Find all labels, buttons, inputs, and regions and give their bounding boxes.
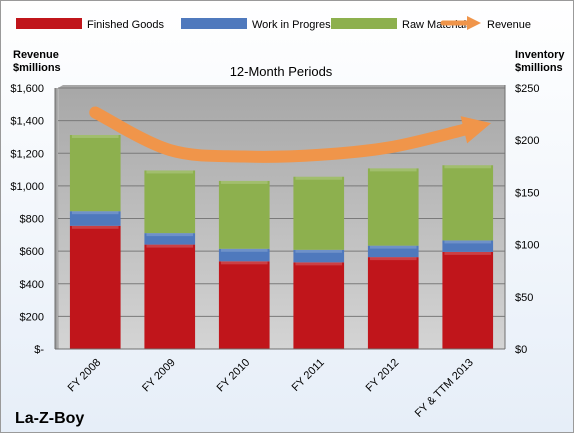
x-tick-label: FY 2011 bbox=[290, 357, 327, 394]
left-tick-label: $1,000 bbox=[10, 181, 44, 193]
bar-highlight bbox=[220, 261, 268, 265]
legend-label-revenue: Revenue bbox=[487, 19, 531, 31]
bar-highlight bbox=[444, 165, 492, 169]
bar-work-in-progress bbox=[218, 248, 270, 262]
bar-work-in-progress bbox=[442, 240, 494, 252]
bar-raw-materials bbox=[218, 180, 270, 249]
plot-left-wall bbox=[55, 88, 59, 349]
left-tick-label: $200 bbox=[20, 311, 44, 323]
bar-highlight bbox=[295, 262, 343, 266]
x-tick-label: FY 2009 bbox=[140, 357, 178, 395]
right-axis-title-line2: $millions bbox=[515, 62, 563, 74]
bar-finished-goods bbox=[442, 251, 494, 349]
bar-raw-materials bbox=[367, 168, 419, 246]
bar-highlight bbox=[444, 251, 492, 255]
legend-swatch-raw-materials bbox=[331, 18, 397, 29]
x-tick-label: FY 2008 bbox=[66, 357, 104, 395]
bar-highlight bbox=[295, 176, 343, 180]
bar-work-in-progress bbox=[367, 245, 419, 258]
right-tick-label: $200 bbox=[515, 135, 539, 147]
revenue-line bbox=[89, 106, 474, 163]
bar-finished-goods bbox=[218, 261, 270, 349]
x-tick-label: FY & TTM 2013 bbox=[413, 357, 476, 420]
bar-highlight bbox=[71, 211, 119, 215]
bar-highlight bbox=[220, 180, 268, 184]
bar-highlight bbox=[369, 257, 417, 261]
bar-raw-materials bbox=[442, 165, 494, 241]
bar-finished-goods bbox=[293, 262, 345, 349]
legend-label-work-in-progress: Work in Progress bbox=[252, 19, 337, 31]
bar-highlight bbox=[146, 170, 194, 174]
right-tick-label: $250 bbox=[515, 83, 539, 95]
left-tick-label: $800 bbox=[20, 214, 44, 226]
right-tick-label: $100 bbox=[515, 240, 539, 252]
left-tick-label: $1,200 bbox=[10, 148, 44, 160]
bar-finished-goods bbox=[69, 225, 121, 349]
legend-swatch-finished-goods bbox=[16, 18, 82, 29]
bar-highlight bbox=[71, 134, 119, 138]
bar-highlight bbox=[369, 168, 417, 172]
chart-title: 12-Month Periods bbox=[230, 64, 333, 79]
bar-work-in-progress bbox=[293, 249, 345, 263]
bar-highlight bbox=[220, 248, 268, 252]
right-tick-label: $50 bbox=[515, 292, 533, 304]
bar-raw-materials bbox=[293, 176, 345, 250]
legend-swatch-work-in-progress bbox=[181, 18, 247, 29]
bar-finished-goods bbox=[144, 244, 196, 349]
bar-work-in-progress bbox=[144, 233, 196, 245]
bar-highlight bbox=[444, 240, 492, 244]
bar-finished-goods bbox=[367, 257, 419, 349]
bar-highlight bbox=[71, 225, 119, 229]
legend-label-finished-goods: Finished Goods bbox=[87, 19, 165, 31]
left-tick-label: $1,600 bbox=[10, 83, 44, 95]
bar-highlight bbox=[146, 244, 194, 248]
right-tick-label: $0 bbox=[515, 344, 527, 356]
bar-highlight bbox=[146, 233, 194, 237]
bar-work-in-progress bbox=[69, 211, 121, 226]
left-tick-label: $400 bbox=[20, 279, 44, 291]
left-tick-label: $600 bbox=[20, 246, 44, 258]
x-tick-label: FY 2010 bbox=[215, 357, 253, 395]
left-tick-label: $- bbox=[34, 344, 44, 356]
right-axis-title-line1: Inventory bbox=[515, 49, 565, 61]
revenue-arrowhead bbox=[460, 116, 492, 144]
company-name: La-Z-Boy bbox=[15, 410, 84, 427]
bar-highlight bbox=[369, 245, 417, 249]
right-tick-label: $150 bbox=[515, 187, 539, 199]
left-axis-title-line1: Revenue bbox=[13, 49, 59, 61]
bar-raw-materials bbox=[69, 134, 121, 212]
left-axis-title-line2: $millions bbox=[13, 62, 61, 74]
left-tick-label: $1,400 bbox=[10, 116, 44, 128]
bar-raw-materials bbox=[144, 170, 196, 234]
x-tick-label: FY 2012 bbox=[364, 357, 402, 395]
bar-highlight bbox=[295, 249, 343, 253]
legend-arrowhead-revenue bbox=[467, 16, 481, 30]
